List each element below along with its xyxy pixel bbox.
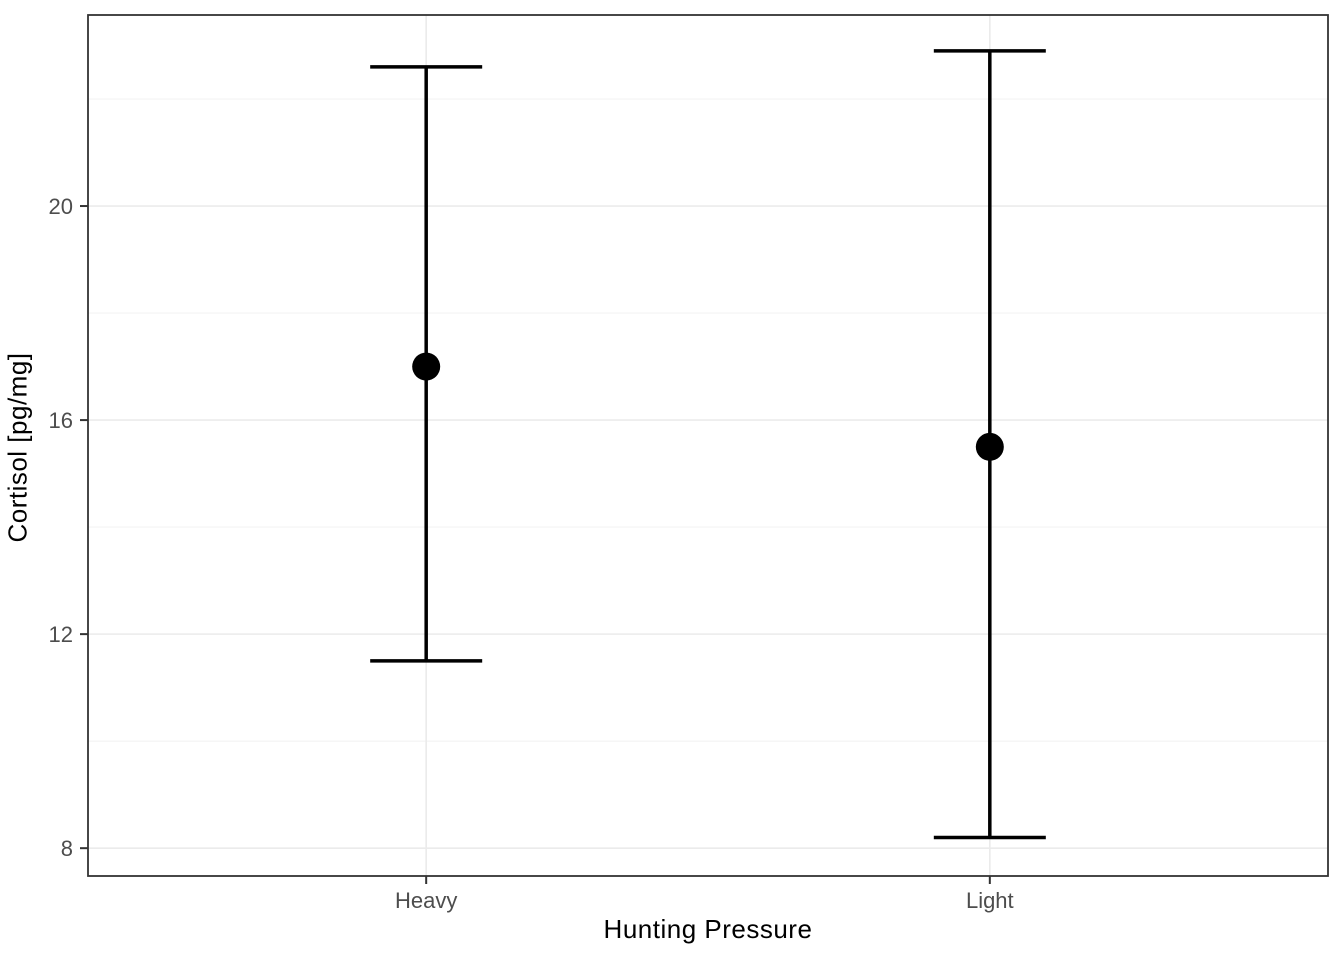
y-tick-label: 12: [49, 622, 73, 647]
y-axis-title: Cortisol [pg/mg]: [2, 352, 33, 543]
x-tick-label: Heavy: [395, 888, 457, 913]
panel-background: [88, 15, 1328, 876]
panel-border: [87, 14, 1329, 877]
y-tick-label: 8: [61, 836, 73, 861]
x-tick-label: Light: [966, 888, 1014, 913]
y-tick-label: 16: [49, 408, 73, 433]
mean-point: [975, 432, 1004, 461]
mean-point: [412, 352, 441, 381]
y-tick-label: 20: [49, 194, 73, 219]
x-axis-title: Hunting Pressure: [603, 914, 813, 944]
